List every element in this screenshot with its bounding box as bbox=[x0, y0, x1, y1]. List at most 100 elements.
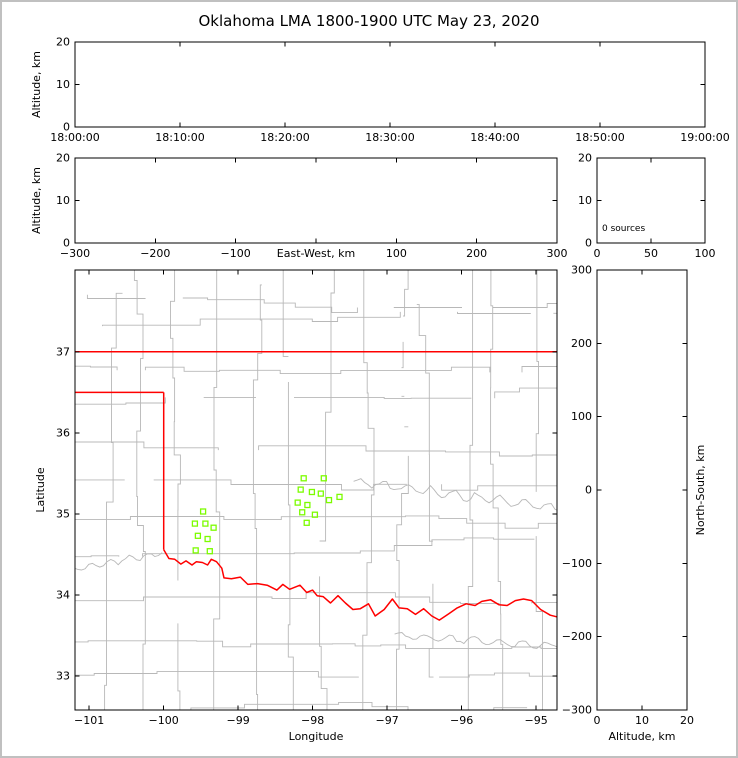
x-tick-label: 18:20:00 bbox=[260, 131, 309, 144]
lma-station-marker bbox=[192, 547, 199, 554]
lma-station-marker bbox=[206, 548, 213, 555]
x-tick-label: 0 bbox=[594, 714, 601, 727]
y-tick-label: 37 bbox=[56, 345, 70, 358]
plot-area bbox=[75, 42, 705, 127]
river-line bbox=[75, 552, 163, 571]
lma-station-marker bbox=[294, 499, 301, 506]
y-tick-label: 300 bbox=[571, 264, 592, 277]
plot-frame bbox=[74, 269, 558, 711]
panel-map: −101 −100 −99 −98 −97 −96 −95 33 34 35 36 37 Latitud… bbox=[34, 269, 558, 743]
y-tick-label: 20 bbox=[56, 36, 70, 49]
lma-station-marker bbox=[317, 490, 324, 497]
x-tick-label: 19:00:00 bbox=[680, 131, 729, 144]
lma-station-marker bbox=[204, 535, 211, 543]
x-tick-label: −300 bbox=[60, 247, 90, 260]
y-tick-label: −100 bbox=[562, 557, 592, 570]
lma-station-marker bbox=[202, 520, 209, 527]
y-tick-label: 0 bbox=[585, 484, 592, 497]
x-tick-label: 18:30:00 bbox=[365, 131, 414, 144]
x-axis-label: East-West, km bbox=[277, 247, 355, 260]
x-tick-label: 50 bbox=[644, 247, 658, 260]
y-tick-label: 0 bbox=[63, 121, 70, 134]
x-tick-label: 10 bbox=[635, 714, 649, 727]
plot-area bbox=[597, 270, 687, 710]
panel-ns_height: 0 10 20 −300 −200 −100 0 100 200 300 North-South, … bbox=[562, 264, 707, 744]
x-tick-label: 18:00:00 bbox=[50, 131, 99, 144]
lma-station-marker bbox=[199, 508, 207, 515]
y-tick-label: 34 bbox=[56, 588, 70, 601]
y-axis-label-right: North-South, km bbox=[694, 445, 707, 536]
x-tick-label: −97 bbox=[376, 714, 399, 727]
x-tick-label: 200 bbox=[466, 247, 487, 260]
y-tick-label: 0 bbox=[585, 237, 592, 250]
ticks bbox=[596, 269, 688, 711]
lma-station-marker bbox=[300, 475, 307, 482]
x-tick-label: −200 bbox=[140, 247, 170, 260]
x-tick-label: 100 bbox=[695, 247, 716, 260]
y-tick-label: 10 bbox=[578, 194, 592, 207]
y-axis-label: Altitude, km bbox=[30, 167, 43, 234]
ticks bbox=[75, 270, 557, 710]
y-tick-label: 0 bbox=[63, 237, 70, 250]
lma-station-marker bbox=[311, 511, 319, 518]
lma-station-marker bbox=[303, 519, 310, 526]
plot-area bbox=[75, 158, 557, 243]
x-axis-label: Longitude bbox=[289, 730, 344, 743]
x-tick-label: 20 bbox=[680, 714, 694, 727]
panel-ew_height: −300 −200 −100 100 200 300 0 10 20 Altitude, km Ea… bbox=[30, 152, 568, 261]
lma-station-marker bbox=[210, 524, 217, 531]
lma-station-marker bbox=[325, 496, 333, 504]
figure-title: Oklahoma LMA 1800-1900 UTC May 23, 2020 bbox=[198, 12, 539, 30]
y-tick-label: 36 bbox=[56, 426, 70, 439]
lma-station-marker bbox=[304, 501, 311, 509]
state-border-line bbox=[163, 549, 557, 621]
sources-count-label: 0 sources bbox=[602, 224, 645, 234]
y-axis-label: Latitude bbox=[34, 467, 47, 513]
x-tick-label: 18:50:00 bbox=[575, 131, 624, 144]
y-tick-label: 10 bbox=[56, 78, 70, 91]
y-tick-label: −300 bbox=[562, 704, 592, 717]
x-tick-label: 18:40:00 bbox=[470, 131, 519, 144]
map-layers bbox=[75, 270, 557, 710]
x-tick-label: 18:10:00 bbox=[155, 131, 204, 144]
lma-station-marker bbox=[194, 532, 202, 539]
y-tick-label: 20 bbox=[578, 152, 592, 165]
plot-area bbox=[597, 158, 705, 243]
x-tick-label: −95 bbox=[525, 714, 548, 727]
x-tick-label: −98 bbox=[301, 714, 324, 727]
lma-station-marker bbox=[191, 520, 199, 527]
y-tick-label: 33 bbox=[56, 669, 70, 682]
lma-station-marker bbox=[308, 488, 316, 496]
x-tick-label: 300 bbox=[547, 247, 568, 260]
y-tick-label: 200 bbox=[571, 337, 592, 350]
ticks bbox=[596, 157, 706, 244]
y-tick-label: 35 bbox=[56, 507, 70, 520]
lma-station-marker bbox=[320, 475, 327, 482]
x-tick-label: −101 bbox=[74, 714, 104, 727]
ticks bbox=[74, 157, 558, 244]
lma-station-marker bbox=[299, 509, 306, 516]
county-lines bbox=[75, 270, 557, 710]
y-tick-label: −200 bbox=[562, 630, 592, 643]
y-tick-label: 20 bbox=[56, 152, 70, 165]
x-tick-label: 0 bbox=[594, 247, 601, 260]
x-axis-label: Altitude, km bbox=[608, 730, 675, 743]
x-tick-label: −96 bbox=[450, 714, 473, 727]
y-axis-label: Altitude, km bbox=[30, 51, 43, 118]
river-line bbox=[353, 478, 557, 511]
x-tick-label: −99 bbox=[227, 714, 250, 727]
river-line bbox=[394, 632, 557, 649]
x-tick-label: 100 bbox=[386, 247, 407, 260]
panel-hist: 0 50 100 0 10 20 0 sources bbox=[578, 152, 716, 261]
y-tick-label: 100 bbox=[571, 410, 592, 423]
lma-station-marker bbox=[336, 493, 343, 501]
x-tick-label: −100 bbox=[221, 247, 251, 260]
ticks bbox=[74, 41, 706, 128]
lma-station-marker bbox=[297, 486, 304, 493]
y-tick-label: 10 bbox=[56, 194, 70, 207]
x-tick-label: −100 bbox=[149, 714, 179, 727]
panel-time_height: 18:00:00 18:10:00 18:20:00 18:30:00 18:40:00… bbox=[30, 36, 730, 145]
